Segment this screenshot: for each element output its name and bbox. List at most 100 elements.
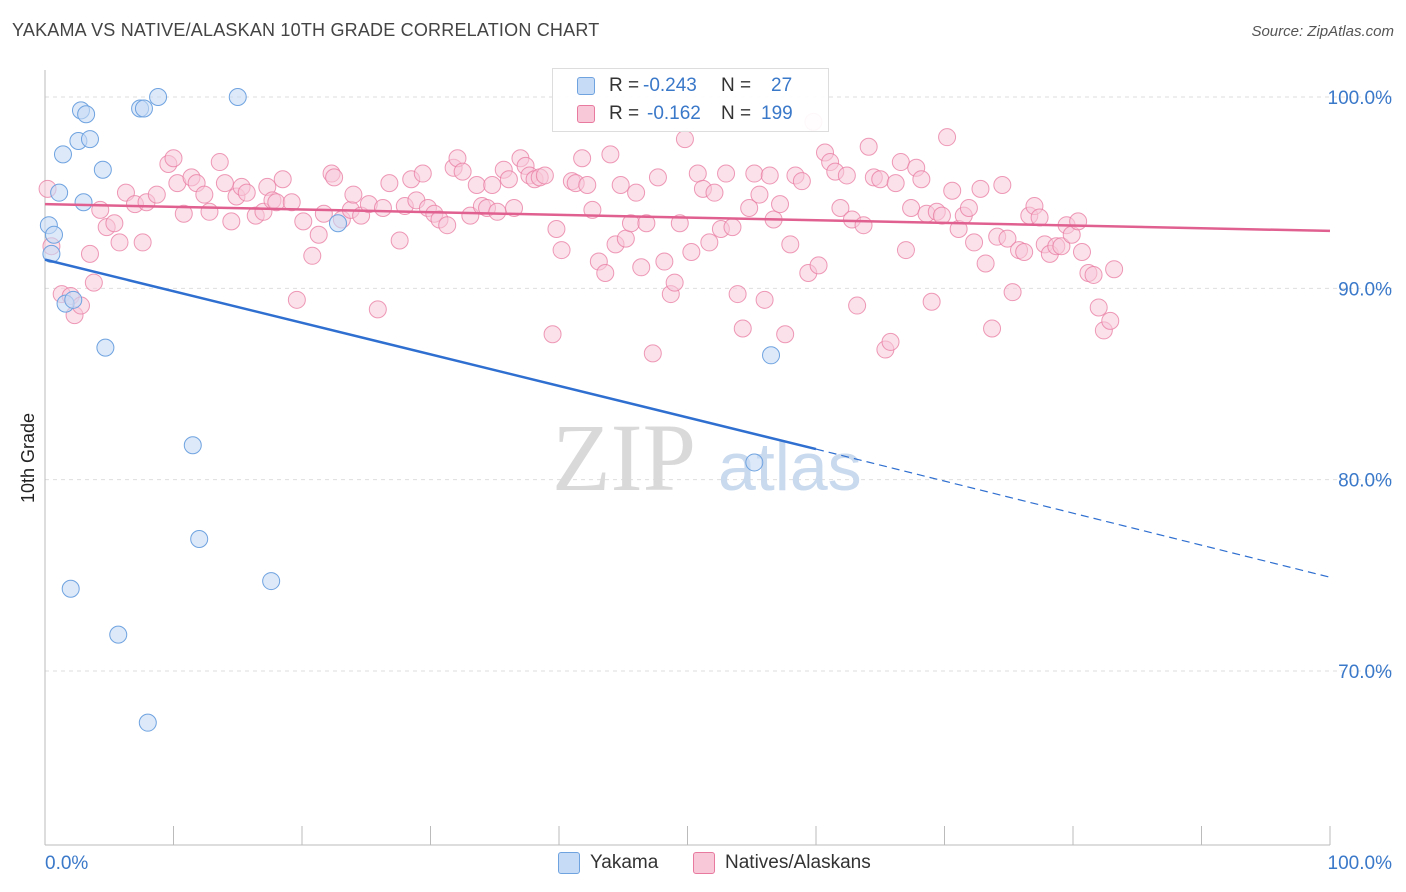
- native-point: [965, 233, 984, 252]
- yakama-point: [262, 572, 281, 591]
- native-point: [110, 233, 129, 252]
- legend-yakama-n: 27: [771, 75, 793, 96]
- x-tick-label-min: 0.0%: [45, 853, 88, 874]
- legend-r-label: R =: [609, 75, 640, 96]
- native-point: [133, 233, 152, 252]
- native-point: [648, 168, 667, 187]
- native-point: [390, 231, 409, 250]
- native-point: [688, 164, 707, 183]
- native-point: [294, 212, 313, 231]
- native-point: [675, 130, 694, 149]
- legend-row-native: R = -0.162 N = 199: [553, 101, 793, 127]
- yakama-legend-label: Yakama: [590, 852, 659, 873]
- native-point: [938, 128, 957, 147]
- native-point: [461, 206, 480, 225]
- native-point: [891, 153, 910, 172]
- native-point: [105, 214, 124, 233]
- native-point: [438, 216, 457, 235]
- y-tick-label: 100.0%: [1328, 88, 1393, 109]
- legend-row-yakama: R = -0.243 N = 27: [553, 73, 792, 99]
- yakama-swatch: [577, 77, 595, 95]
- native-point: [373, 198, 392, 217]
- native-point: [809, 256, 828, 275]
- native-point: [303, 246, 322, 265]
- native-point: [922, 292, 941, 311]
- native-point: [453, 162, 472, 181]
- native-point: [760, 166, 779, 185]
- yakama-point: [138, 713, 157, 732]
- yakama-trend-line: [44, 258, 817, 451]
- native-point: [344, 185, 363, 204]
- native-point: [771, 195, 790, 214]
- native-point: [583, 200, 602, 219]
- watermark-zip: ZIP: [552, 404, 696, 511]
- native-point: [700, 233, 719, 252]
- bottom-legend-yakama[interactable]: Yakama: [558, 852, 658, 874]
- native-point: [896, 241, 915, 260]
- native-point: [200, 202, 219, 221]
- source-label: Source: ZipAtlas.com: [1251, 23, 1394, 40]
- native-point: [750, 185, 769, 204]
- legend-native-r: -0.162: [647, 103, 701, 124]
- native-point: [309, 225, 328, 244]
- bottom-legend-native[interactable]: Natives/Alaskans: [693, 852, 871, 874]
- native-point: [1052, 237, 1071, 256]
- native-point: [616, 229, 635, 248]
- native-point: [983, 319, 1002, 338]
- native-point: [912, 170, 931, 189]
- correlation-legend: R = -0.243 N = 27 R = -0.162 N = 199: [552, 68, 829, 132]
- native-point: [499, 170, 518, 189]
- native-point: [733, 319, 752, 338]
- native-point: [543, 325, 562, 344]
- native-point: [943, 181, 962, 200]
- yakama-points: [39, 88, 781, 732]
- yakama-point: [183, 436, 202, 455]
- axis-layer: [44, 70, 1331, 846]
- native-point: [467, 176, 486, 195]
- native-point: [1072, 242, 1091, 261]
- native-point: [1089, 298, 1108, 317]
- native-point: [682, 242, 701, 261]
- native-legend-label: Natives/Alaskans: [725, 852, 871, 873]
- trend-layer: [44, 202, 1331, 578]
- native-point: [670, 214, 689, 233]
- native-point: [611, 176, 630, 195]
- native-point: [717, 164, 736, 183]
- native-point: [837, 166, 856, 185]
- yakama-point: [44, 225, 63, 244]
- yakama-point: [745, 453, 764, 472]
- watermark-atlas: atlas: [718, 429, 862, 505]
- legend-yakama-r: -0.243: [643, 75, 697, 96]
- native-point: [215, 174, 234, 193]
- native-point: [705, 183, 724, 202]
- native-point: [222, 212, 241, 231]
- native-point: [655, 252, 674, 271]
- native-point: [483, 176, 502, 195]
- native-point: [831, 198, 850, 217]
- yakama-point: [61, 579, 80, 598]
- legend-n-label: N =: [721, 103, 752, 124]
- native-point: [1069, 212, 1088, 231]
- yakama-point: [228, 88, 247, 106]
- native-point: [637, 214, 656, 233]
- native-point: [998, 229, 1017, 248]
- native-trend-line: [44, 202, 1331, 233]
- native-point: [792, 172, 811, 191]
- yakama-trend-extension: [815, 448, 1331, 578]
- native-point: [368, 300, 387, 319]
- native-point: [971, 179, 990, 198]
- native-point: [282, 193, 301, 212]
- label-layer: 100.0% 90.0% 80.0% 70.0% 0.0% 100.0% 10th Grad…: [18, 88, 1392, 874]
- native-point: [871, 170, 890, 189]
- native-point: [237, 183, 256, 202]
- native-swatch: [577, 105, 595, 123]
- legend-r-label: R =: [609, 103, 640, 124]
- legend-native-n: 199: [761, 103, 793, 124]
- y-axis-label: 10th Grade: [18, 413, 38, 503]
- native-point: [781, 235, 800, 254]
- native-point: [210, 153, 229, 172]
- yakama-point: [93, 160, 112, 179]
- native-point: [848, 296, 867, 315]
- native-point: [886, 174, 905, 193]
